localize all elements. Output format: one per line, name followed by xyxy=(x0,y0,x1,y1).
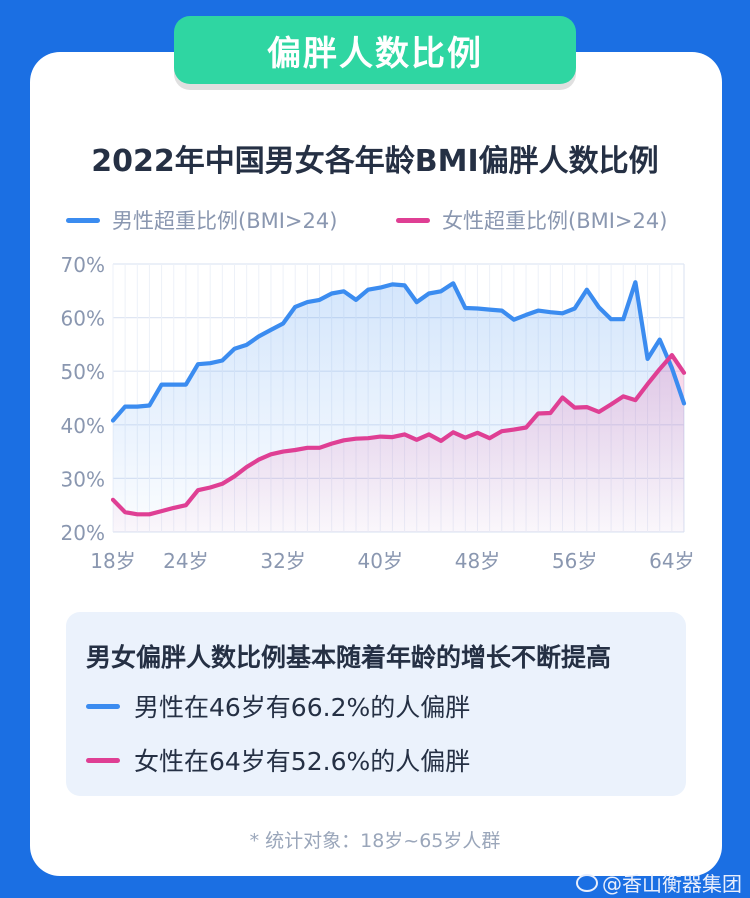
weibo-logo-icon xyxy=(576,873,598,892)
summary-female-row: 女性在64岁有52.6%的人偏胖 xyxy=(86,742,470,778)
legend-item-female: 女性超重比例(BMI>24) xyxy=(396,208,668,233)
summary-male-text: 男性在46岁有66.2%的人偏胖 xyxy=(134,693,471,722)
x-tick-label: 24岁 xyxy=(163,549,208,573)
y-tick-label: 40% xyxy=(61,414,105,438)
legend-item-male: 男性超重比例(BMI>24) xyxy=(66,208,338,233)
summary-box: 男女偏胖人数比例基本随着年龄的增长不断提高 男性在46岁有66.2%的人偏胖 女… xyxy=(66,612,686,796)
x-tick-label: 40岁 xyxy=(358,549,403,573)
male-swatch xyxy=(86,703,120,709)
x-tick-label: 48岁 xyxy=(455,549,500,573)
watermark-text: @香山衡器集团 xyxy=(602,872,742,896)
summary-female-text: 女性在64岁有52.6%的人偏胖 xyxy=(134,747,471,776)
legend-label-male: 男性超重比例(BMI>24) xyxy=(112,209,338,233)
x-tick-label: 64岁 xyxy=(649,549,694,573)
y-tick-label: 20% xyxy=(61,521,105,545)
summary-male-row: 男性在46岁有66.2%的人偏胖 xyxy=(86,688,470,724)
x-tick-label: 32岁 xyxy=(260,549,305,573)
y-tick-label: 70% xyxy=(61,253,105,277)
y-tick-label: 60% xyxy=(61,307,105,331)
female-swatch xyxy=(86,757,120,763)
series-line-male xyxy=(110,280,687,423)
legend-swatch-female xyxy=(396,217,430,223)
watermark: @香山衡器集团 xyxy=(576,868,742,897)
footnote: * 统计对象：18岁~65岁人群 xyxy=(249,830,501,852)
y-tick-label: 30% xyxy=(61,467,105,491)
x-tick-label: 18岁 xyxy=(90,549,135,573)
chart-title: 2022年中国男女各年龄BMI偏胖人数比例 xyxy=(91,144,659,179)
summary-headline: 男女偏胖人数比例基本随着年龄的增长不断提高 xyxy=(86,643,612,672)
y-tick-label: 50% xyxy=(61,360,105,384)
title-banner: 偏胖人数比例 xyxy=(174,16,576,84)
x-tick-label: 56岁 xyxy=(552,549,597,573)
legend-label-female: 女性超重比例(BMI>24) xyxy=(442,209,668,233)
legend-swatch-male xyxy=(66,217,100,223)
banner-title: 偏胖人数比例 xyxy=(267,33,483,74)
series-line-female xyxy=(110,353,687,517)
series-area-female xyxy=(113,355,684,532)
